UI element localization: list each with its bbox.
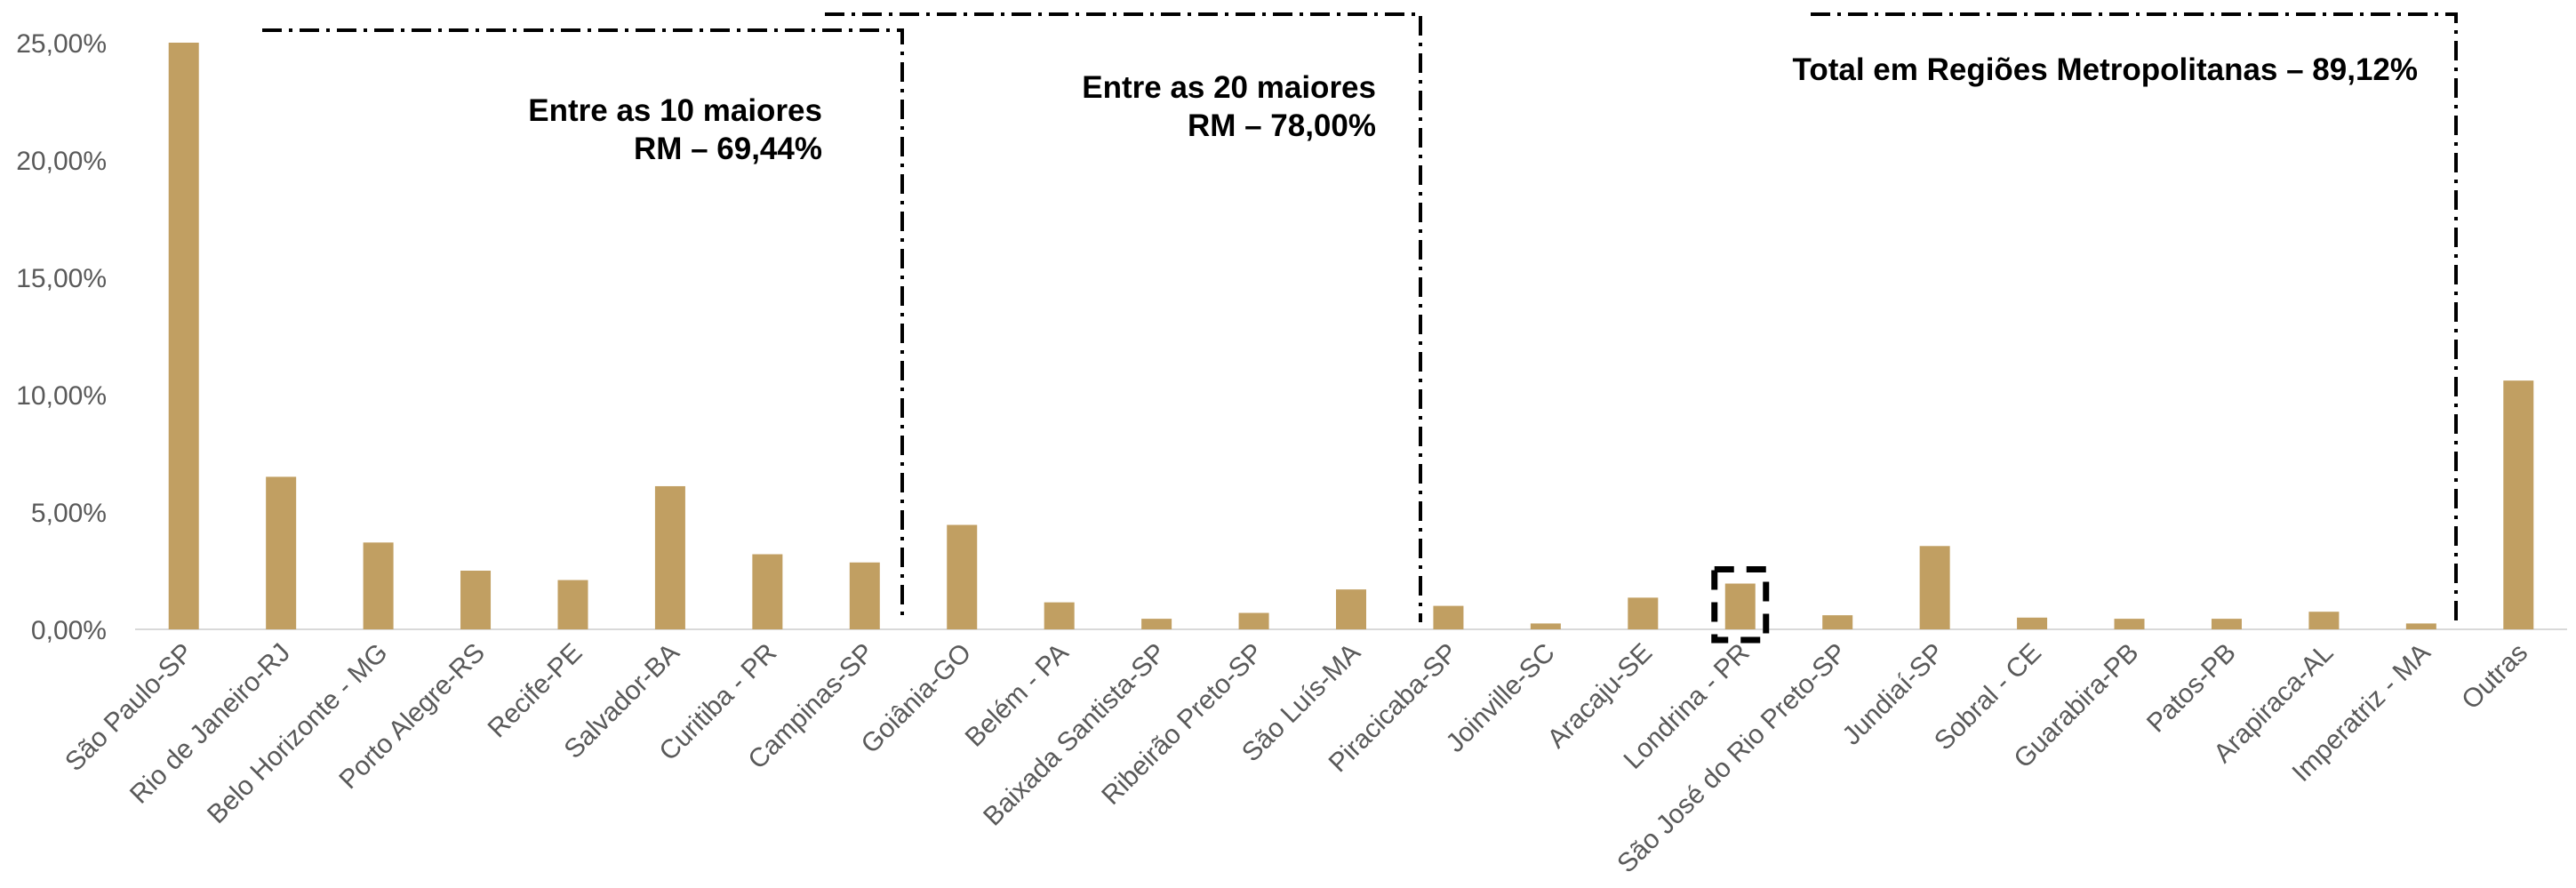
y-axis-ticks: 0,00% 5,00% 10,00% 15,00% 20,00% 25,00%	[16, 29, 107, 645]
annotation-brackets	[262, 12, 2458, 622]
bracket-top-20	[825, 12, 1422, 622]
x-tick-label: Patos-PB	[2141, 638, 2242, 739]
bar	[2114, 619, 2145, 629]
bar	[266, 476, 297, 629]
annotation-total-rm: Total em Regiões Metropolitanas – 89,12%	[1793, 52, 2418, 87]
highlight-box	[1711, 566, 1770, 644]
bar	[947, 524, 978, 629]
y-tick-label: 0,00%	[31, 616, 107, 645]
bar	[752, 554, 783, 629]
bracket-top-10	[262, 28, 904, 622]
bar	[2308, 612, 2340, 629]
bar	[1822, 615, 1853, 629]
y-tick-label: 20,00%	[16, 147, 107, 176]
y-tick-label: 25,00%	[16, 29, 107, 59]
bar	[1919, 546, 1950, 629]
bar	[1044, 602, 1075, 629]
bars	[168, 43, 2534, 629]
bar	[2503, 380, 2534, 629]
y-tick-label: 15,00%	[16, 264, 107, 293]
bar	[1628, 597, 1659, 629]
y-tick-label: 10,00%	[16, 381, 107, 411]
bracket-total-rm	[1811, 12, 2458, 622]
annotation-top-10-line1: Entre as 10 maiores	[528, 93, 822, 128]
bar	[2405, 623, 2436, 629]
bar	[654, 485, 685, 629]
bar	[849, 562, 880, 629]
x-tick-label: Recife-PE	[483, 638, 588, 744]
bar	[460, 571, 492, 629]
x-tick-label: Baixada Santista-SP	[978, 638, 1172, 832]
bar	[557, 580, 588, 629]
x-tick-label: Ribeirão Preto-SP	[1096, 638, 1268, 811]
bar	[2017, 617, 2048, 629]
bar	[1724, 583, 1756, 629]
annotation-top-20-line2: RM – 78,00%	[1188, 108, 1376, 143]
x-tick-label: Rio de Janeiro-RJ	[124, 638, 296, 810]
bar	[2211, 619, 2242, 629]
x-tick-label: Belo Horizonte - MG	[202, 638, 394, 830]
bar	[1530, 623, 1561, 629]
bar	[1238, 612, 1269, 629]
y-tick-label: 5,00%	[31, 499, 107, 528]
annotation-top-10-line2: RM – 69,44%	[634, 132, 822, 166]
x-tick-label: Outras	[2456, 638, 2533, 716]
annotation-top-20-line1: Entre as 20 maiores	[1082, 70, 1376, 105]
bar	[1336, 589, 1366, 629]
bar	[168, 43, 199, 629]
bar	[363, 542, 394, 629]
bar	[1433, 605, 1464, 629]
bar	[1141, 619, 1172, 629]
